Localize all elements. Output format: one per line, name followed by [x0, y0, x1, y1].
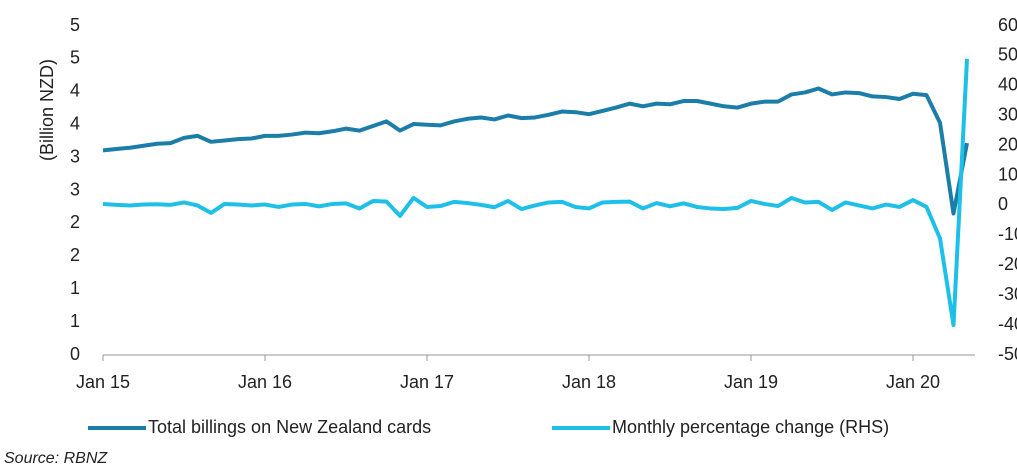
- legend-label: Total billings on New Zealand cards: [148, 417, 431, 437]
- y-tick-label: 5: [70, 48, 80, 68]
- y-axis-label: (Billion NZD): [37, 59, 57, 161]
- y-tick-label: 1: [70, 311, 80, 331]
- x-tick-label: Jan 19: [724, 372, 778, 392]
- x-tick-label: Jan 17: [400, 372, 454, 392]
- series-line: [102, 86, 969, 216]
- y-tick-label: 4: [70, 113, 80, 133]
- y2-tick-label: -30: [998, 284, 1017, 304]
- y-tick-label: 4: [70, 81, 80, 101]
- y-tick-label: 2: [70, 245, 80, 265]
- series-line: [102, 58, 969, 328]
- x-tick-label: Jan 16: [238, 372, 292, 392]
- x-tick-label: Jan 20: [886, 372, 940, 392]
- y2-tick-label: 10: [998, 164, 1017, 184]
- y2-tick-label: -40: [998, 314, 1017, 334]
- y-tick-label: 0: [70, 344, 80, 364]
- y2-tick-label: 40: [998, 75, 1017, 95]
- source-note: Source: RBNZ: [4, 450, 108, 467]
- x-tick-label: Jan 15: [76, 372, 130, 392]
- y-tick-label: 1: [70, 278, 80, 298]
- y-tick-label: 3: [70, 146, 80, 166]
- y2-tick-label: -20: [998, 254, 1017, 274]
- y2-tick-label: 60: [998, 15, 1017, 35]
- y-tick-label: 2: [70, 212, 80, 232]
- legend-label: Monthly percentage change (RHS): [612, 417, 889, 437]
- y-tick-label: 3: [70, 179, 80, 199]
- y2-tick-label: 20: [998, 134, 1017, 154]
- y2-tick-label: -50: [998, 344, 1017, 364]
- y2-tick-label: -10: [998, 224, 1017, 244]
- x-tick-label: Jan 18: [562, 372, 616, 392]
- y2-tick-label: 30: [998, 104, 1017, 124]
- y2-tick-label: 0: [998, 194, 1008, 214]
- y-tick-label: 5: [70, 15, 80, 35]
- y2-tick-label: 50: [998, 45, 1017, 65]
